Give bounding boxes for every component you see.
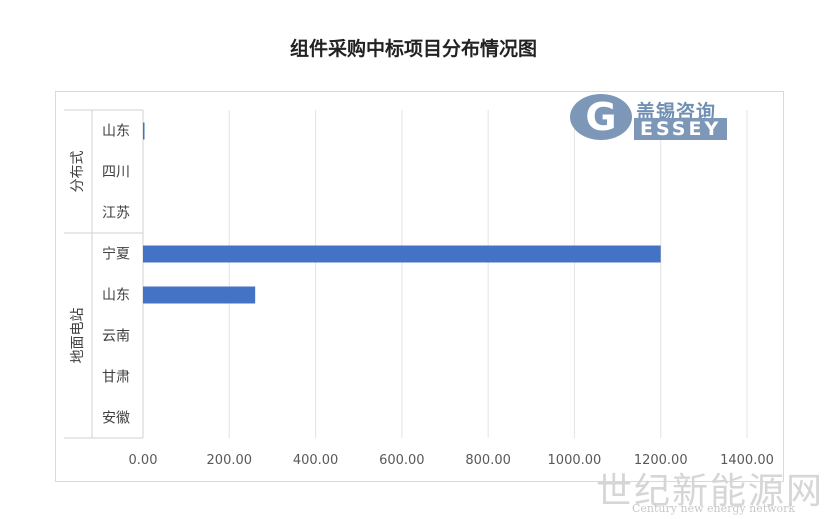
- x-tick-label: 200.00: [207, 453, 253, 468]
- gessey-logo: G 盖锡咨询 ESSEY: [570, 94, 750, 142]
- chart-title: 组件采购中标项目分布情况图: [289, 38, 537, 60]
- x-tick-label: 600.00: [379, 453, 425, 468]
- category-label: 宁夏: [102, 246, 130, 263]
- category-label: 云南: [102, 329, 130, 345]
- category-label: 安徽: [102, 411, 130, 427]
- category-label: 四川: [102, 165, 130, 181]
- watermark-en: Century new energy network: [632, 502, 796, 515]
- group-label: 分布式: [70, 151, 86, 193]
- x-tick-label: 0.00: [129, 453, 158, 468]
- logo-g-mark: G: [570, 94, 632, 140]
- watermark-cn: 世纪新能源网: [596, 471, 825, 512]
- category-label: 江苏: [102, 206, 130, 222]
- bar: [143, 286, 256, 304]
- category-label: 山东: [102, 288, 130, 304]
- plot-frame: [55, 91, 784, 482]
- category-label: 山东: [102, 124, 130, 140]
- logo-cn-text: 盖锡咨询: [636, 101, 717, 123]
- bar: [143, 122, 145, 140]
- x-tick-label: 400.00: [293, 453, 339, 468]
- watermark: 世纪新能源网 Century new energy network: [596, 462, 826, 519]
- x-tick-label: 800.00: [465, 453, 511, 468]
- bar: [143, 245, 661, 263]
- x-tick-label: 1200.00: [634, 453, 688, 468]
- x-tick-label: 1000.00: [548, 453, 602, 468]
- x-tick-label: 1400.00: [720, 453, 774, 468]
- logo-en-text: ESSEY: [634, 118, 728, 140]
- category-label: 甘肃: [102, 370, 130, 386]
- group-label: 地面电站: [70, 308, 86, 364]
